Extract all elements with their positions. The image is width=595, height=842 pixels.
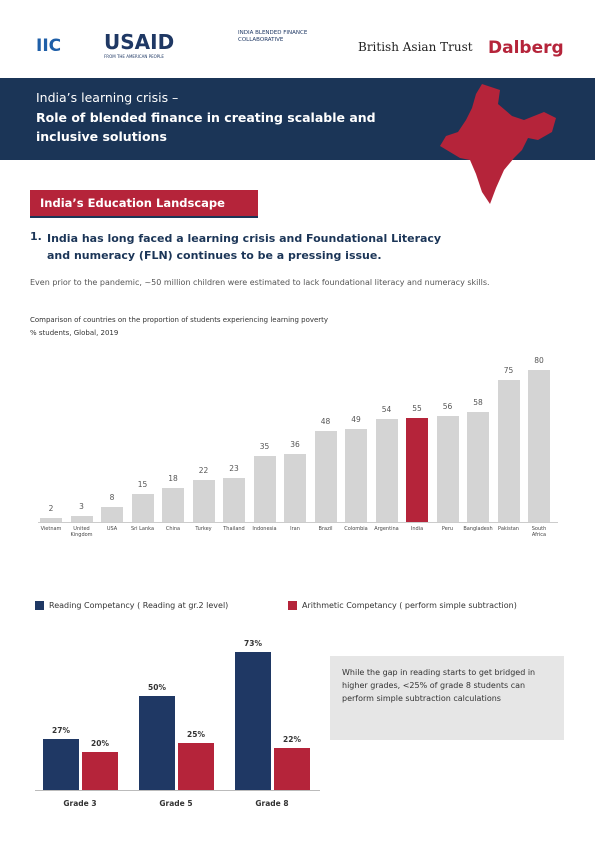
- value-label: 48: [320, 416, 331, 426]
- bar: [497, 379, 520, 522]
- value-label: 55: [412, 403, 422, 413]
- baseline: [38, 522, 558, 523]
- category-label: China: [165, 526, 181, 532]
- value-label: 15: [137, 479, 148, 489]
- value-label: 20%: [91, 739, 109, 749]
- bar: [314, 430, 337, 522]
- bar: [101, 506, 123, 522]
- value-label: 58: [473, 397, 483, 407]
- value-label: 22%: [283, 735, 301, 745]
- category-label: Bangladesh: [463, 526, 493, 532]
- bar: [82, 752, 118, 790]
- bar: [274, 748, 310, 790]
- value-label: 2: [48, 504, 54, 514]
- bar: [467, 411, 489, 522]
- category-label: Turkey: [195, 526, 212, 532]
- bar: [131, 493, 154, 522]
- heading-text: India has long faced a learning crisis a…: [47, 232, 442, 262]
- value-label: 80: [534, 356, 544, 365]
- category-label: Thailand: [223, 526, 245, 532]
- bar: [375, 419, 398, 522]
- value-label: 73%: [244, 639, 262, 649]
- section-tag: [30, 190, 258, 218]
- bar: [139, 695, 175, 790]
- annotation: While the gap in reading starts to get b…: [342, 668, 536, 703]
- bar: [284, 453, 306, 522]
- heading-number: 1.: [30, 230, 42, 243]
- value-label: 23: [229, 464, 239, 474]
- logo-usaid: USAID: [104, 30, 175, 54]
- value-label: 56: [442, 401, 453, 411]
- value-label: 8: [109, 492, 115, 502]
- category-label: Argentina: [374, 526, 399, 532]
- section-title: India’s Education Landscape: [40, 196, 225, 210]
- category-label: Sri Lanka: [130, 526, 155, 532]
- value-label: 22: [198, 466, 209, 476]
- annotation-box: [330, 656, 564, 740]
- india-map: [440, 84, 556, 204]
- banner-line2: Role of blended finance in creating scal…: [36, 110, 376, 144]
- value-label: 18: [168, 473, 178, 483]
- bar: [43, 738, 79, 790]
- bar: [406, 417, 428, 522]
- category-label: Grade 3: [63, 799, 97, 808]
- value-label: 49: [351, 414, 361, 424]
- category-label: USA: [106, 526, 118, 532]
- bar: [235, 652, 271, 790]
- banner-line1: India’s learning crisis –: [36, 90, 179, 105]
- category-label: Grade 5: [159, 799, 193, 808]
- legend-swatch: [35, 601, 44, 610]
- category-label: Pakistan: [498, 526, 519, 532]
- bar: [253, 455, 276, 522]
- category-label: United Kingdom: [70, 526, 93, 538]
- category-label: Vietnam: [40, 526, 62, 532]
- logo-iic: IIC: [36, 36, 62, 56]
- value-label: 36: [290, 439, 300, 449]
- logo-bat: British Asian Trust: [358, 40, 473, 54]
- bar: [528, 370, 550, 522]
- value-label: 75: [503, 365, 514, 375]
- bar: [436, 415, 459, 522]
- bar: [223, 478, 245, 522]
- bar: [345, 428, 367, 522]
- value-label: 50%: [148, 682, 166, 692]
- value-label: 27%: [52, 725, 70, 735]
- category-label: South Africa: [531, 526, 547, 538]
- legend-label: Arithmetic Competancy ( perform simple s…: [302, 601, 517, 610]
- category-label: Indonesia: [252, 526, 277, 532]
- logo-dalberg: Dalberg: [488, 38, 564, 58]
- logo-ibfc: INDIA BLENDED FINANCE COLLABORATIVE: [238, 30, 308, 43]
- bar: [70, 516, 93, 522]
- bar: [40, 518, 62, 522]
- value-label: 3: [79, 502, 84, 512]
- bar: [162, 487, 184, 522]
- legend-swatch: [288, 601, 297, 610]
- category-label: Grade 8: [255, 799, 289, 808]
- category-label: Iran: [290, 526, 300, 532]
- bar: [178, 742, 214, 790]
- logo-usaid-tag: FROM THE AMERICAN PEOPLE: [104, 54, 164, 59]
- bar: [192, 480, 215, 522]
- category-label: Peru: [441, 526, 454, 532]
- category-label: Colombia: [344, 526, 368, 532]
- baseline: [35, 790, 320, 791]
- chart-title: Comparison of countries on the proportio…: [30, 316, 329, 324]
- paragraph: Even prior to the pandemic, ~50 million …: [30, 278, 490, 287]
- category-label: Brazil: [318, 526, 333, 532]
- category-label: India: [410, 526, 424, 532]
- value-label: 25%: [187, 729, 205, 739]
- value-label: 35: [259, 441, 270, 451]
- legend-label: Reading Competancy ( Reading at gr.2 lev…: [49, 601, 229, 610]
- chart-subtitle: % students, Global, 2019: [30, 329, 119, 337]
- value-label: 54: [381, 405, 392, 415]
